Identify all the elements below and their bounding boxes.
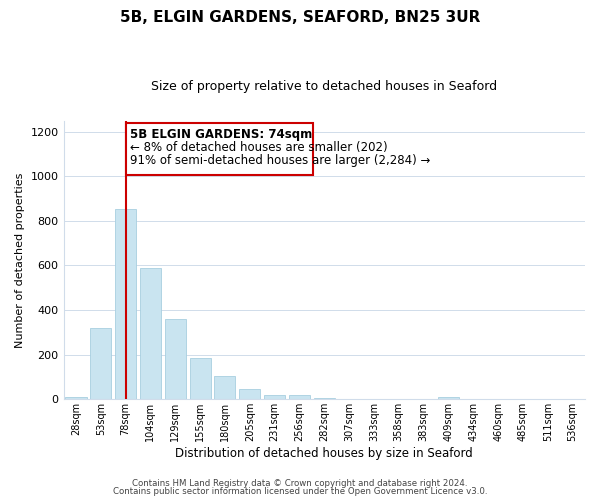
Y-axis label: Number of detached properties: Number of detached properties (15, 172, 25, 348)
Text: 91% of semi-detached houses are larger (2,284) →: 91% of semi-detached houses are larger (… (130, 154, 430, 167)
Bar (140, 268, 161, 400)
Title: Size of property relative to detached houses in Seaford: Size of property relative to detached ho… (151, 80, 497, 93)
FancyBboxPatch shape (125, 123, 313, 175)
Text: 5B ELGIN GARDENS: 74sqm: 5B ELGIN GARDENS: 74sqm (130, 128, 313, 141)
Bar (264, 396, 285, 400)
Bar (214, 376, 235, 400)
X-axis label: Distribution of detached houses by size in Seaford: Distribution of detached houses by size … (175, 447, 473, 460)
Bar (314, 398, 335, 400)
Bar (438, 396, 459, 400)
Bar (90, 328, 112, 400)
Bar (115, 208, 136, 400)
Bar (239, 390, 260, 400)
Bar (165, 319, 186, 400)
Text: Contains public sector information licensed under the Open Government Licence v3: Contains public sector information licen… (113, 487, 487, 496)
Bar (65, 397, 86, 400)
Text: ← 8% of detached houses are smaller (202): ← 8% of detached houses are smaller (202… (130, 140, 388, 153)
Text: 5B, ELGIN GARDENS, SEAFORD, BN25 3UR: 5B, ELGIN GARDENS, SEAFORD, BN25 3UR (120, 10, 480, 25)
Text: Contains HM Land Registry data © Crown copyright and database right 2024.: Contains HM Land Registry data © Crown c… (132, 478, 468, 488)
Bar (289, 396, 310, 400)
Bar (190, 358, 211, 400)
